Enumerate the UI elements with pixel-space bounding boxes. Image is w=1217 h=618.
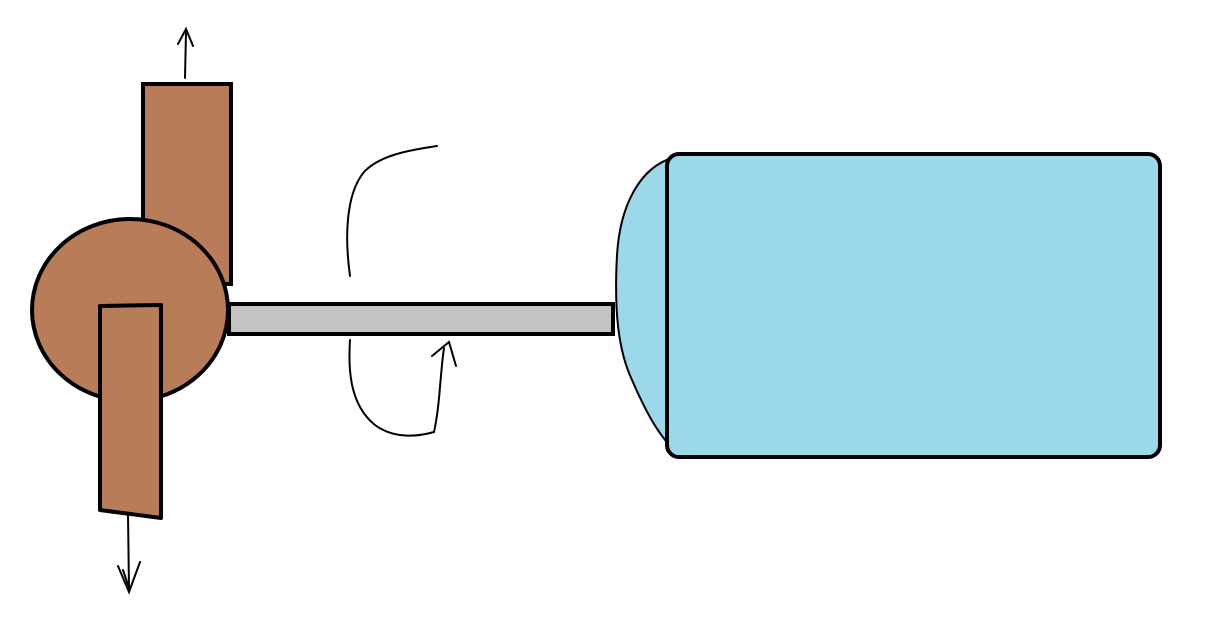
drive-shaft xyxy=(227,302,615,336)
shaft-rotation-arrow-upper xyxy=(346,145,438,277)
inlet-flow-arrow xyxy=(117,513,141,595)
outlet-flow-arrow xyxy=(177,26,194,79)
shaft-rotation-arrow-lower xyxy=(348,339,457,437)
motor-body xyxy=(665,152,1162,459)
pump-suction-pipe xyxy=(98,303,163,520)
